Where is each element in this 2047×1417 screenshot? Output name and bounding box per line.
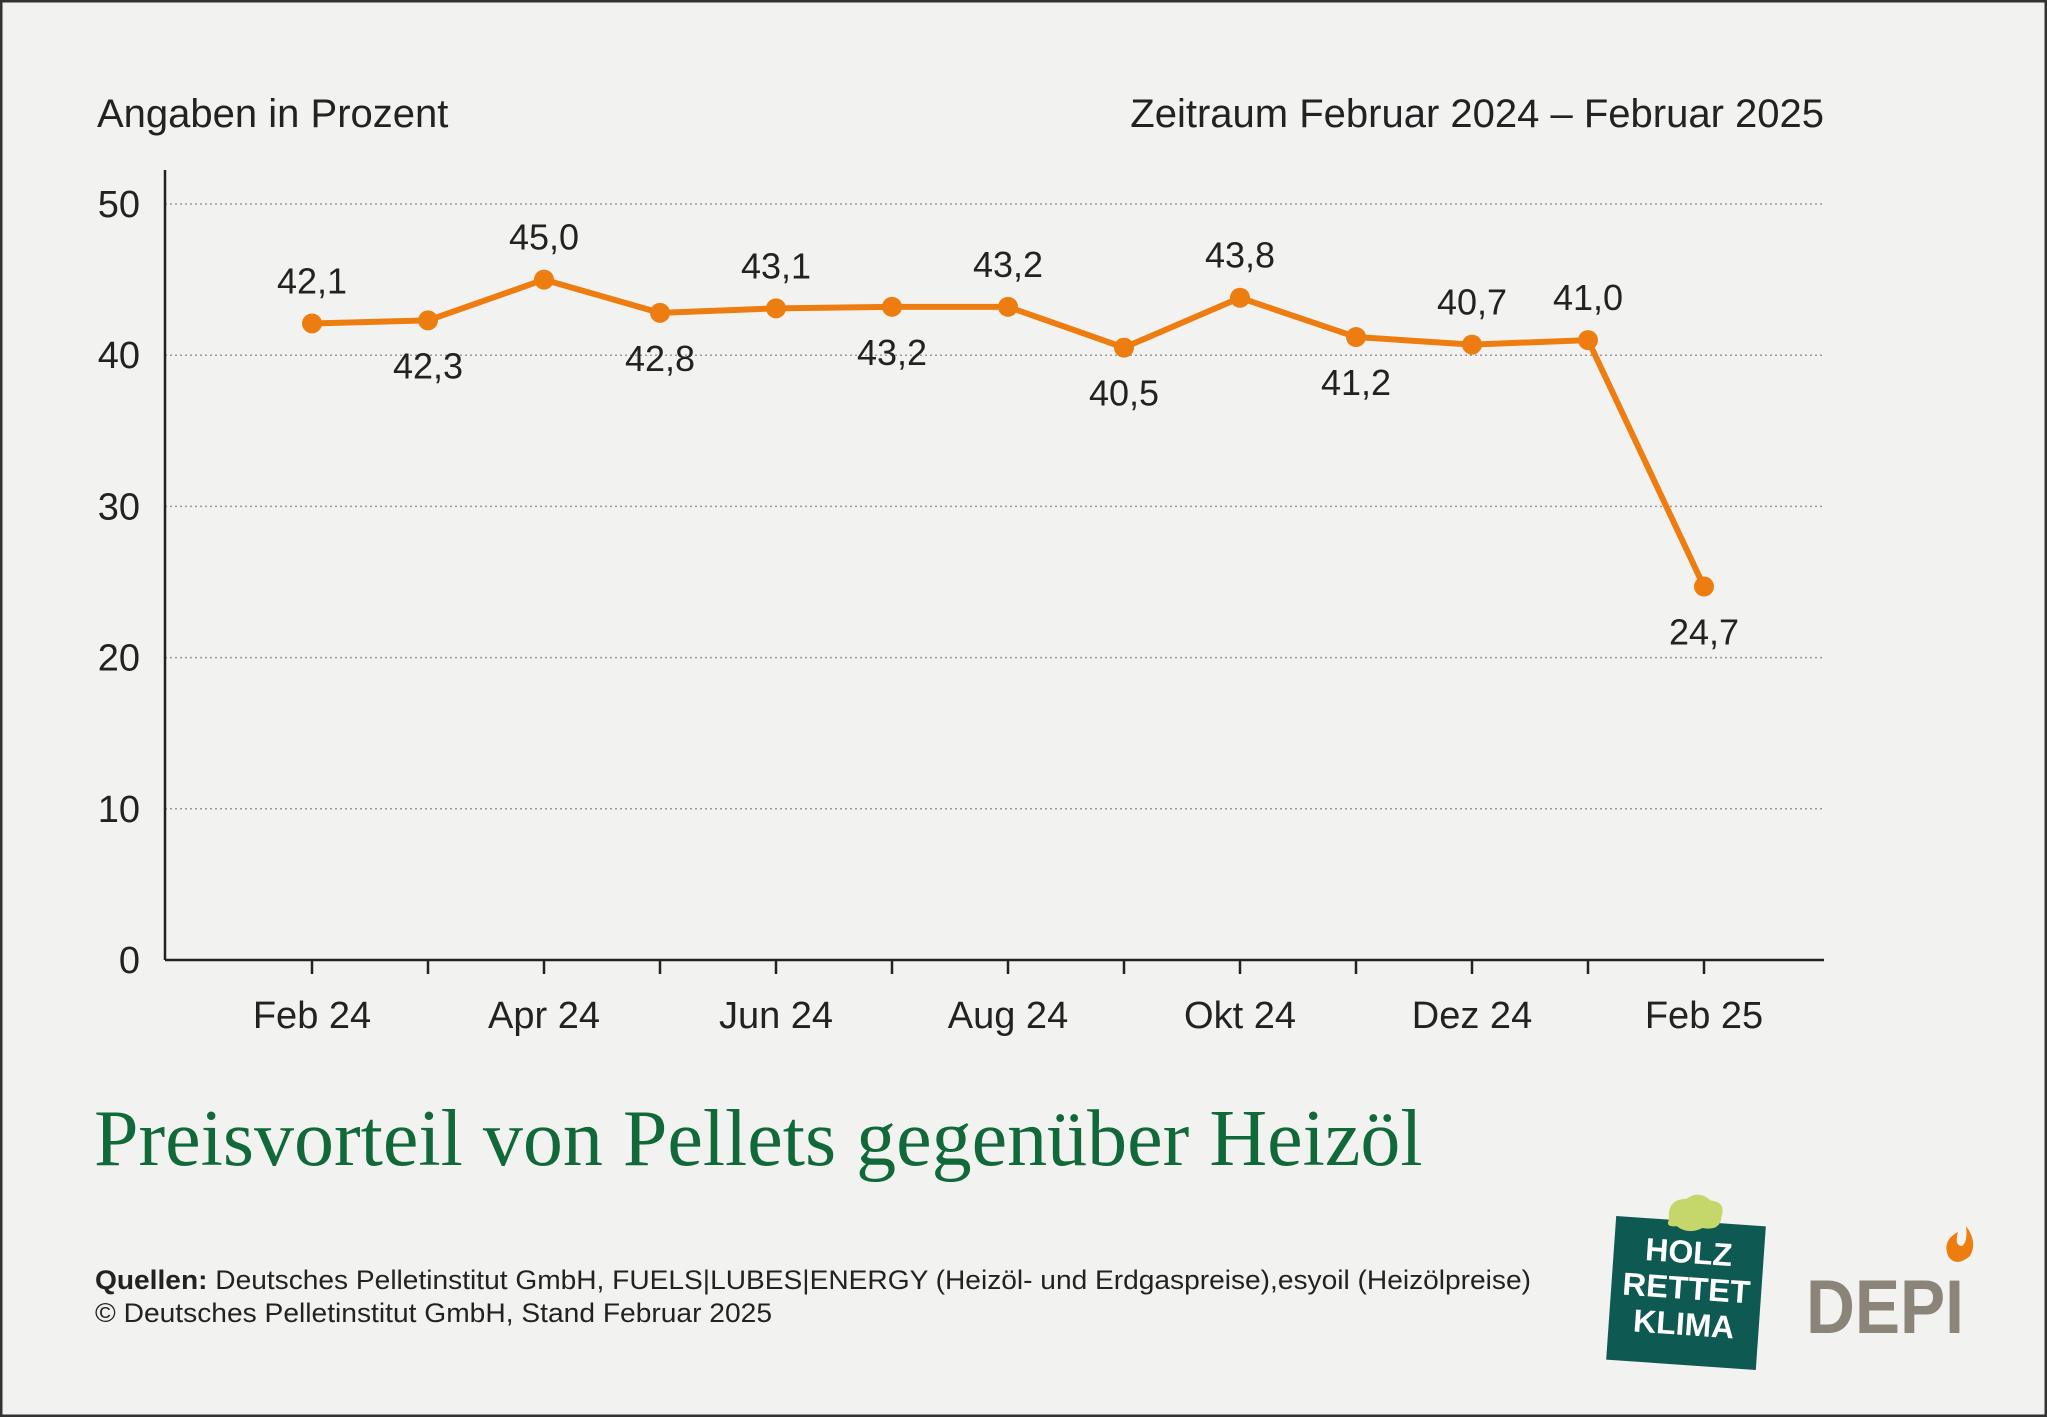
sources-text: Deutsches Pelletinstitut GmbH, FUELS|LUB… (207, 1265, 1531, 1295)
data-label: 42,1 (277, 260, 347, 301)
data-label: 41,2 (1321, 362, 1391, 403)
y-tick-label: 0 (119, 940, 140, 982)
data-point (998, 296, 1018, 317)
tree-icon (1667, 1194, 1723, 1232)
data-point (418, 310, 438, 331)
y-tick-label: 10 (98, 789, 140, 831)
data-point (1230, 287, 1250, 308)
data-point (302, 313, 322, 334)
flame-icon (1946, 1226, 1974, 1262)
rettet-word: RETTET (1621, 1266, 1752, 1311)
holz-logo-background (1606, 1215, 1766, 1371)
data-label: 43,2 (973, 244, 1043, 285)
sources-label: Quellen: (95, 1265, 207, 1295)
x-axis-ticks: Feb 24 Apr 24 Jun 24 Aug 24 Okt 24 Dez 24 Feb … (253, 960, 1763, 1037)
data-label: 24,7 (1669, 612, 1739, 653)
x-tick-label: Jun 24 (719, 995, 833, 1037)
x-tick-label: Feb 25 (1645, 995, 1763, 1037)
period-label: Zeitraum Februar 2024 – Februar 2025 (1130, 92, 1824, 136)
data-point (1694, 576, 1714, 597)
data-label: 43,1 (741, 245, 811, 286)
depi-wordmark: DEPI (1806, 1265, 1964, 1350)
data-point (1346, 327, 1366, 348)
data-label: 43,2 (857, 332, 927, 373)
data-point (1578, 330, 1598, 351)
y-tick-label: 40 (98, 335, 140, 377)
data-label: 42,3 (393, 345, 463, 386)
data-label: 40,7 (1437, 282, 1507, 323)
holz-word: HOLZ (1644, 1231, 1733, 1273)
data-points (302, 269, 1714, 597)
data-label: 45,0 (509, 217, 579, 258)
depi-logo: DEPI (1806, 1226, 1974, 1350)
data-labels: 42,1 42,3 45,0 42,8 43,1 43,2 43,2 40,5 43,8 41,2… (277, 217, 1739, 653)
y-tick-label: 20 (98, 638, 140, 680)
data-point (650, 302, 670, 323)
klima-word: KLIMA (1632, 1302, 1736, 1345)
data-point (1114, 337, 1134, 358)
y-axis-ticks: 0 10 20 30 40 50 (98, 184, 140, 982)
x-tick-label: Dez 24 (1412, 995, 1532, 1037)
data-point (534, 269, 554, 290)
holz-rettet-klima-logo: HOLZ RETTET KLIMA (1606, 1194, 1766, 1371)
unit-note: Angaben in Prozent (97, 92, 448, 136)
data-label: 42,8 (625, 338, 695, 379)
chart-title: Preisvorteil von Pellets gegenüber Heizö… (94, 1095, 1423, 1183)
data-label: 41,0 (1553, 277, 1623, 318)
data-point (1462, 334, 1482, 355)
copyright: © Deutsches Pelletinstitut GmbH, Stand F… (95, 1298, 772, 1328)
y-tick-label: 30 (98, 486, 140, 528)
data-point (766, 298, 786, 319)
y-tick-label: 50 (98, 184, 140, 226)
data-label: 40,5 (1089, 373, 1159, 414)
x-tick-label: Feb 24 (253, 995, 371, 1037)
x-tick-label: Aug 24 (948, 995, 1068, 1037)
x-tick-label: Apr 24 (488, 995, 600, 1037)
data-label: 43,8 (1205, 235, 1275, 276)
sources: Quellen: Deutsches Pelletinstitut GmbH, … (95, 1265, 1531, 1295)
data-point (882, 296, 902, 317)
gridlines (165, 203, 1824, 810)
x-tick-label: Okt 24 (1184, 995, 1296, 1037)
